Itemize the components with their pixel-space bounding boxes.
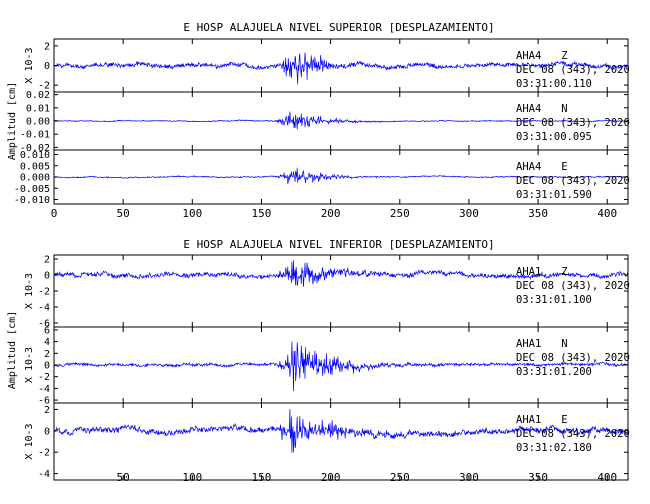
fig1-panel2-time-label: 03:31:02.180 — [516, 442, 592, 454]
fig0-panel1-station-code: AHA4 — [516, 103, 541, 115]
fig1-x-tick-label: 400 — [597, 471, 617, 484]
fig1-panel0-time-label: 03:31:01.100 — [516, 294, 592, 306]
fig0-panel2-station-code: AHA4 — [516, 161, 541, 173]
fig0-panel2-y-tick-label: 0.000 — [20, 173, 50, 184]
fig1-panel0-channel-label: AHA1 Z — [516, 266, 568, 278]
fig0-x-tick-label: 0 — [51, 207, 58, 220]
fig1-x-tick-label: 200 — [321, 471, 341, 484]
fig0-panel2-time-label: 03:31:01.590 — [516, 189, 592, 201]
fig1-panel2-y-tick-label: 2 — [44, 405, 50, 416]
lower-figure-title: E HOSP ALAJUELA NIVEL INFERIOR [DESPLAZA… — [183, 238, 494, 251]
fig0-panel0-waveform-trace — [53, 52, 629, 85]
fig0-panel0-date-label: DEC 08 (343), 2020 — [516, 64, 630, 76]
fig1-panel0-y-tick-label: -6 — [38, 319, 50, 330]
fig0-panel0-time-label: 03:31:00.110 — [516, 78, 592, 90]
fig1-panel2-component-code: E — [561, 414, 567, 426]
fig0-panel2-date-label: DEC 08 (343), 2020 — [516, 175, 630, 187]
fig0-panel2-y-tick-label: -0.005 — [14, 184, 50, 195]
fig1-panel0-y-tick-label: -4 — [38, 303, 50, 314]
fig0-panel0-y-tick-label: 0 — [44, 61, 50, 72]
fig1-panel1-y-tick-label: -6 — [38, 396, 50, 407]
fig0-panel2-channel-label: AHA4 E — [516, 161, 568, 173]
fig1-panel1-y-tick-label: 4 — [44, 337, 50, 348]
fig0-x-tick-label: 300 — [459, 207, 479, 220]
fig1-panel2-frame — [53, 402, 629, 481]
fig0-panel0-y-tick-label: 2 — [44, 41, 50, 52]
fig1-x-tick-label: 300 — [459, 471, 479, 484]
fig0-panel2-y-tick-label: 0.005 — [20, 161, 50, 172]
fig1-panel1-date-label: DEC 08 (343), 2020 — [516, 352, 630, 364]
fig1-panel0-y-tick-label: 2 — [44, 255, 50, 266]
fig0-panel1-y-tick-label: -0.02 — [20, 143, 50, 154]
fig0-panel1-time-label: 03:31:00.095 — [516, 131, 592, 143]
fig1-x-tick-label: 150 — [252, 471, 272, 484]
fig1-panel1-component-code: N — [561, 338, 567, 350]
fig0-panel1-channel-label: AHA4 N — [516, 103, 568, 115]
fig1-x-tick-label: 250 — [390, 471, 410, 484]
fig0-panel0-y-tick-label: -2 — [38, 81, 50, 92]
fig1-panel1-station-code: AHA1 — [516, 338, 541, 350]
fig1-panel1-y-tick-label: 0 — [44, 361, 50, 372]
fig1-panel2-station-code: AHA1 — [516, 414, 541, 426]
fig1-panel0-y-tick-label: 0 — [44, 271, 50, 282]
fig1-x-tick-label: 50 — [117, 471, 130, 484]
upper-y-axis-label: Amplitud [cm] — [7, 82, 18, 160]
fig1-panel1-y-tick-label: 6 — [44, 325, 50, 336]
fig0-x-tick-label: 100 — [182, 207, 202, 220]
fig0-x-tick-label: 250 — [390, 207, 410, 220]
fig0-x-tick-label: 400 — [597, 207, 617, 220]
fig0-x-tick-label: 50 — [117, 207, 130, 220]
fig0-panel1-y-tick-label: 0.02 — [26, 90, 50, 101]
fig0-panel1-y-tick-label: 0.01 — [26, 103, 50, 114]
fig1-panel2-y-tick-label: -4 — [38, 469, 50, 480]
fig0-x-tick-label: 150 — [252, 207, 272, 220]
fig0-x-tick-label: 350 — [528, 207, 548, 220]
fig0-panel1-y-tick-label: 0.00 — [26, 117, 50, 128]
fig1-panel1-time-label: 03:31:01.200 — [516, 366, 592, 378]
fig1-panel0-waveform-trace — [53, 260, 629, 287]
fig0-panel1-component-code: N — [561, 103, 567, 115]
fig1-panel0-station-code: AHA1 — [516, 266, 541, 278]
lower-y-axis-label: Amplitud [cm] — [7, 311, 18, 389]
fig1-panel1-y-tick-label: -4 — [38, 384, 50, 395]
fig1-panel0-component-code: Z — [561, 266, 567, 278]
fig1-panel2-y-tick-label: -2 — [38, 448, 50, 459]
fig1-panel2-y-tick-label: 0 — [44, 426, 50, 437]
fig1-panel0-date-label: DEC 08 (343), 2020 — [516, 280, 630, 292]
fig0-panel2-y-tick-label: 0.010 — [20, 150, 50, 161]
fig0-panel1-y-tick-label: -0.01 — [20, 130, 50, 141]
fig1-panel1-waveform-trace — [53, 341, 629, 392]
fig1-panel2-date-label: DEC 08 (343), 2020 — [516, 428, 630, 440]
fig0-panel0-channel-label: AHA4 Z — [516, 50, 568, 62]
fig1-panel2-scale-label: X 10-3 — [24, 423, 35, 459]
fig0-panel1-date-label: DEC 08 (343), 2020 — [516, 117, 630, 129]
fig1-x-tick-label: 100 — [182, 471, 202, 484]
fig0-panel2-y-tick-label: -0.010 — [14, 195, 50, 206]
fig1-panel2-waveform-trace — [53, 408, 629, 453]
fig1-panel2-channel-label: AHA1 E — [516, 414, 568, 426]
upper-figure-title: E HOSP ALAJUELA NIVEL SUPERIOR [DESPLAZA… — [183, 21, 494, 34]
fig1-panel1-y-tick-label: -2 — [38, 372, 50, 383]
fig1-panel1-y-tick-label: 2 — [44, 349, 50, 360]
fig0-panel0-component-code: Z — [561, 50, 567, 62]
fig0-panel2-waveform-trace — [53, 167, 629, 184]
fig1-panel0-scale-label: X 10-3 — [24, 273, 35, 309]
fig1-panel0-y-tick-label: -2 — [38, 287, 50, 298]
fig0-panel2-component-code: E — [561, 161, 567, 173]
fig1-x-tick-label: 350 — [528, 471, 548, 484]
fig0-panel0-scale-label: X 10-3 — [24, 47, 35, 83]
fig0-panel1-waveform-trace — [53, 111, 629, 130]
fig0-x-tick-label: 200 — [321, 207, 341, 220]
fig1-panel1-channel-label: AHA1 N — [516, 338, 568, 350]
fig0-panel0-station-code: AHA4 — [516, 50, 541, 62]
fig1-panel1-scale-label: X 10-3 — [24, 347, 35, 383]
